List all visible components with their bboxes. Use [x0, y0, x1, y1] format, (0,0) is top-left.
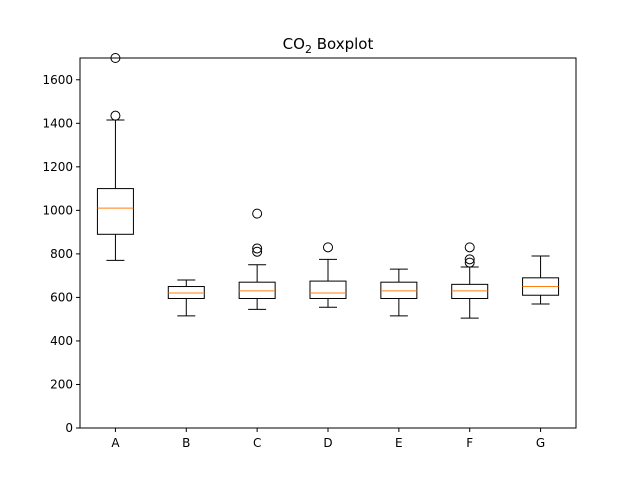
y-tick-label: 0	[65, 421, 73, 435]
y-tick-label: 1600	[42, 73, 73, 87]
box-iqr	[380, 281, 418, 300]
box-iqr	[167, 286, 205, 300]
box-iqr	[451, 283, 489, 299]
outlier-point	[252, 243, 263, 254]
outlier-point	[464, 254, 475, 265]
y-tick-label: 1000	[42, 203, 73, 217]
outlier-point	[252, 246, 263, 257]
box-iqr	[238, 281, 276, 300]
x-tick-label: E	[395, 436, 403, 450]
x-tick-label: F	[466, 436, 473, 450]
box-iqr	[309, 280, 347, 299]
outlier-point	[323, 242, 333, 253]
y-tick-label: 1200	[42, 160, 73, 174]
box-iqr	[96, 188, 134, 235]
outlier-point	[110, 110, 121, 121]
x-tick-label: G	[536, 436, 545, 450]
outlier-point	[464, 257, 475, 268]
y-tick-label: 400	[50, 334, 73, 348]
x-tick-label: C	[253, 436, 261, 450]
chart-title: CO2 Boxplot	[283, 35, 374, 56]
chart-title-prefix: CO	[283, 35, 305, 53]
x-tick-label: A	[111, 436, 120, 450]
y-tick-label: 600	[50, 290, 73, 304]
axes-frame	[79, 57, 577, 429]
x-tick-label: B	[182, 436, 190, 450]
y-tick-label: 800	[50, 247, 73, 261]
outlier-point	[464, 242, 475, 253]
chart-title-subscript: 2	[305, 43, 312, 56]
y-tick-label: 1400	[42, 116, 73, 130]
y-tick-label: 200	[50, 377, 73, 391]
chart-title-suffix: Boxplot	[312, 35, 374, 53]
outlier-point	[252, 208, 263, 219]
plot-area: 0 200 400 600 800 1000 1200 1400 1600 A B C D E F G	[42, 53, 560, 450]
x-tick-label: D	[323, 436, 332, 450]
